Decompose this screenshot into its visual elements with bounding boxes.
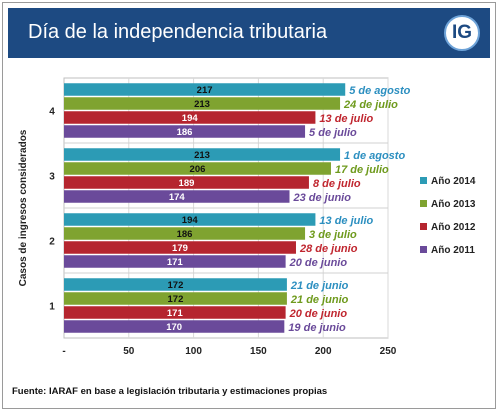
x-tick-label: 100	[185, 346, 202, 357]
bar-date-label: 13 de julio	[319, 113, 373, 125]
legend-label: Año 2013	[431, 199, 476, 210]
bar-date-label: 13 de julio	[319, 215, 373, 227]
legend-label: Año 2012	[431, 222, 476, 233]
brand-logo: IG	[444, 15, 480, 51]
bar	[64, 227, 306, 240]
bar-value-label: 171	[167, 257, 184, 268]
bar	[64, 111, 316, 124]
bar-value-label: 189	[179, 178, 195, 189]
x-tick-label: -	[62, 346, 65, 357]
legend-swatch	[420, 223, 427, 230]
bar-value-label: 194	[182, 215, 199, 226]
y-tick-label: 3	[49, 172, 55, 183]
bar-value-label: 174	[169, 192, 186, 203]
x-tick-label: 50	[123, 346, 135, 357]
bar	[64, 148, 341, 161]
bar-value-label: 179	[172, 243, 188, 254]
bar	[64, 306, 286, 319]
bar	[64, 255, 286, 268]
bar-value-label: 206	[190, 164, 206, 175]
legend-label: Año 2014	[431, 176, 476, 187]
bar-date-label: 5 de agosto	[349, 85, 410, 97]
y-axis-title: Casos de ingresos considerados	[18, 129, 29, 286]
bar	[64, 292, 287, 305]
bar-date-label: 3 de julio	[309, 229, 357, 241]
bar	[64, 278, 287, 291]
bar-value-label: 213	[194, 150, 210, 161]
bar-date-label: 8 de julio	[313, 178, 361, 190]
chart-title: Día de la independencia tributaria	[28, 21, 328, 43]
bar-date-label: 21 de junio	[290, 294, 349, 306]
bar-date-label: 21 de junio	[290, 280, 349, 292]
y-tick-label: 2	[49, 237, 55, 248]
bar	[64, 83, 346, 96]
x-tick-label: 250	[380, 346, 397, 357]
bar	[64, 320, 285, 333]
bar	[64, 176, 309, 189]
bar-value-label: 186	[177, 229, 193, 240]
bar-date-label: 19 de junio	[288, 322, 346, 334]
bar	[64, 241, 296, 254]
bar-value-label: 170	[166, 322, 182, 333]
bar-value-label: 171	[167, 308, 184, 319]
bar-value-label: 213	[194, 99, 210, 110]
bar-date-label: 5 de julio	[309, 127, 357, 139]
legend-label: Año 2011	[431, 245, 475, 256]
bar-date-label: 28 de junio	[299, 243, 358, 255]
bar	[64, 162, 331, 175]
bar-value-label: 217	[197, 85, 213, 96]
x-tick-label: 200	[315, 346, 332, 357]
bar	[64, 190, 290, 203]
bar-date-label: 1 de agosto	[344, 150, 405, 162]
bar	[64, 213, 316, 226]
bar-value-label: 186	[177, 127, 193, 138]
bar-value-label: 172	[168, 294, 184, 305]
bar-date-label: 20 de junio	[289, 257, 348, 269]
chart-area: -50 100 150 200 250 4 217 5 de agosto 213 24 de j…	[8, 64, 490, 380]
y-tick-label: 1	[49, 302, 55, 313]
logo-text: IG	[451, 22, 473, 43]
bar-date-label: 24 de julio	[343, 99, 398, 111]
bar	[64, 125, 306, 138]
bar	[64, 97, 341, 110]
legend-swatch	[420, 200, 427, 207]
bar-value-label: 172	[168, 280, 184, 291]
bar-date-label: 23 de junio	[293, 192, 352, 204]
bar-date-label: 20 de junio	[289, 308, 348, 320]
bar-date-label: 17 de julio	[335, 164, 389, 176]
legend-swatch	[420, 177, 427, 184]
header-bar: Día de la independencia tributaria IG	[8, 8, 490, 58]
source-note: Fuente: IARAF en base a legislación trib…	[12, 386, 328, 397]
y-tick-label: 4	[49, 107, 55, 118]
legend-swatch	[420, 246, 427, 253]
bar-value-label: 194	[182, 113, 199, 124]
x-tick-label: 150	[250, 346, 267, 357]
